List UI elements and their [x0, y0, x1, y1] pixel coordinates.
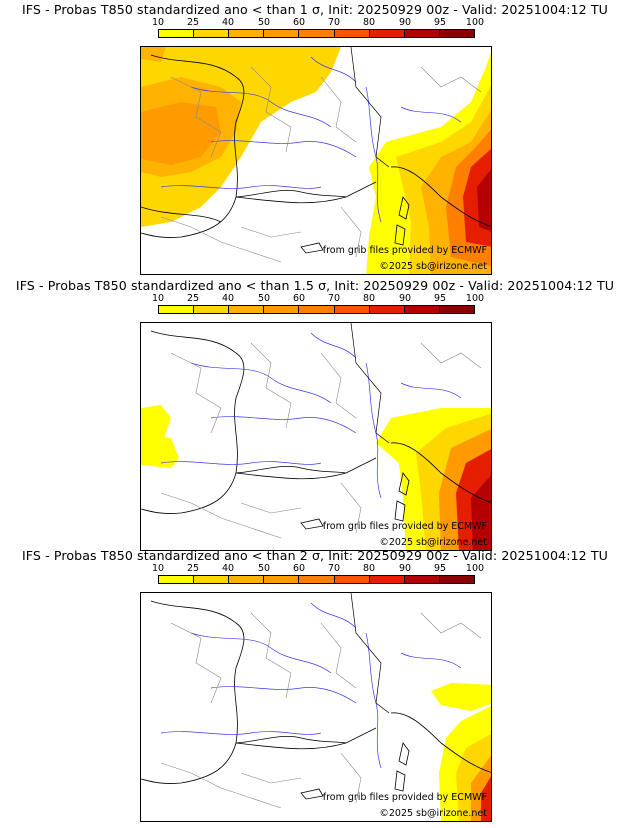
colorbar-swatch: [404, 306, 440, 313]
tick-label: 95: [433, 563, 447, 574]
country-borders: [235, 47, 390, 198]
tick-label: 70: [327, 293, 341, 304]
colorbar-swatch: [264, 30, 300, 37]
rivers: [160, 56, 462, 223]
tick-label: 60: [292, 17, 306, 28]
colorbar: [158, 29, 475, 38]
colorbar-swatch: [229, 30, 265, 37]
colorbar-swatch: [159, 576, 195, 583]
admin-borders: [160, 342, 482, 539]
credit-source: from grib files provided by ECMWF: [322, 521, 487, 532]
colorbar-swatch: [194, 576, 230, 583]
colorbar-swatch: [194, 30, 230, 37]
panel-1: IFS - Probas T850 standardized ano < tha…: [0, 0, 630, 276]
tick-label: 40: [221, 17, 235, 28]
tick-label: 95: [433, 17, 447, 28]
map-graphic: [141, 47, 491, 274]
panel-2: IFS - Probas T850 standardized ano < tha…: [0, 276, 630, 552]
tick-label: 25: [186, 563, 200, 574]
tick-label: 60: [292, 293, 306, 304]
tick-label: 10: [151, 563, 165, 574]
colorbar-tick-labels: 10 25 40 50 60 70 80 90 95 100: [148, 17, 488, 28]
admin-borders: [160, 612, 482, 809]
colorbar-swatch: [439, 30, 474, 37]
tick-label: 100: [465, 17, 485, 28]
colorbar-swatch: [369, 306, 405, 313]
colorbar-swatch: [334, 576, 370, 583]
colorbar: [158, 575, 475, 584]
probability-shading: [141, 47, 491, 274]
tick-label: 90: [398, 293, 412, 304]
credit-copyright: ©2025 sb@irizone.net: [379, 537, 487, 548]
probability-shading: [431, 683, 491, 821]
colorbar-tick-labels: 10 25 40 50 60 70 80 90 95 100: [148, 293, 488, 304]
country-borders: [235, 323, 390, 474]
colorbar-swatch: [369, 30, 405, 37]
colorbar-swatch: [334, 306, 370, 313]
tick-label: 10: [151, 17, 165, 28]
colorbar-swatch: [159, 306, 195, 313]
credit-copyright: ©2025 sb@irizone.net: [379, 808, 487, 819]
admin-borders: [160, 66, 482, 263]
colorbar-swatch: [404, 30, 440, 37]
tick-label: 80: [362, 563, 376, 574]
colorbar: [158, 305, 475, 314]
map-graphic: [141, 323, 491, 550]
colorbar-swatch: [229, 306, 265, 313]
coastline: [141, 600, 491, 800]
map-title: IFS - Probas T850 standardized ano < tha…: [15, 278, 615, 293]
panel-3: IFS - Probas T850 standardized ano < tha…: [0, 546, 630, 822]
colorbar-swatch: [194, 306, 230, 313]
tick-label: 50: [257, 563, 271, 574]
tick-label: 50: [257, 293, 271, 304]
tick-label: 25: [186, 17, 200, 28]
credit-source: from grib files provided by ECMWF: [322, 792, 487, 803]
colorbar-swatch: [229, 576, 265, 583]
colorbar-swatch: [299, 30, 335, 37]
colorbar-tick-labels: 10 25 40 50 60 70 80 90 95 100: [148, 563, 488, 574]
colorbar-swatch: [369, 576, 405, 583]
colorbar-swatch: [264, 306, 300, 313]
tick-label: 60: [292, 563, 306, 574]
tick-label: 70: [327, 563, 341, 574]
map-title: IFS - Probas T850 standardized ano < tha…: [21, 548, 608, 563]
credit-copyright: ©2025 sb@irizone.net: [379, 261, 487, 272]
map-graphic: [141, 593, 491, 821]
credit-source: from grib files provided by ECMWF: [322, 245, 487, 256]
tick-label: 80: [362, 17, 376, 28]
tick-label: 25: [186, 293, 200, 304]
colorbar-swatch: [334, 30, 370, 37]
colorbar-swatch: [439, 576, 474, 583]
tick-label: 90: [398, 17, 412, 28]
tick-label: 40: [221, 293, 235, 304]
probability-map: from grib files provided by ECMWF ©2025 …: [140, 46, 492, 275]
tick-label: 100: [465, 563, 485, 574]
colorbar-swatch: [299, 576, 335, 583]
rivers: [160, 602, 462, 769]
tick-label: 50: [257, 17, 271, 28]
colorbar-swatch: [439, 306, 474, 313]
tick-label: 70: [327, 17, 341, 28]
probability-map: from grib files provided by ECMWF ©2025 …: [140, 322, 492, 551]
tick-label: 40: [221, 563, 235, 574]
map-title: IFS - Probas T850 standardized ano < tha…: [21, 2, 608, 17]
coastline: [141, 54, 491, 254]
country-borders: [235, 593, 390, 744]
colorbar-swatch: [159, 30, 195, 37]
tick-label: 10: [151, 293, 165, 304]
colorbar-swatch: [404, 576, 440, 583]
coastline: [141, 330, 491, 530]
tick-label: 90: [398, 563, 412, 574]
tick-label: 80: [362, 293, 376, 304]
tick-label: 100: [465, 293, 485, 304]
colorbar-swatch: [264, 576, 300, 583]
colorbar-swatch: [299, 306, 335, 313]
tick-label: 95: [433, 293, 447, 304]
probability-map: from grib files provided by ECMWF ©2025 …: [140, 592, 492, 822]
